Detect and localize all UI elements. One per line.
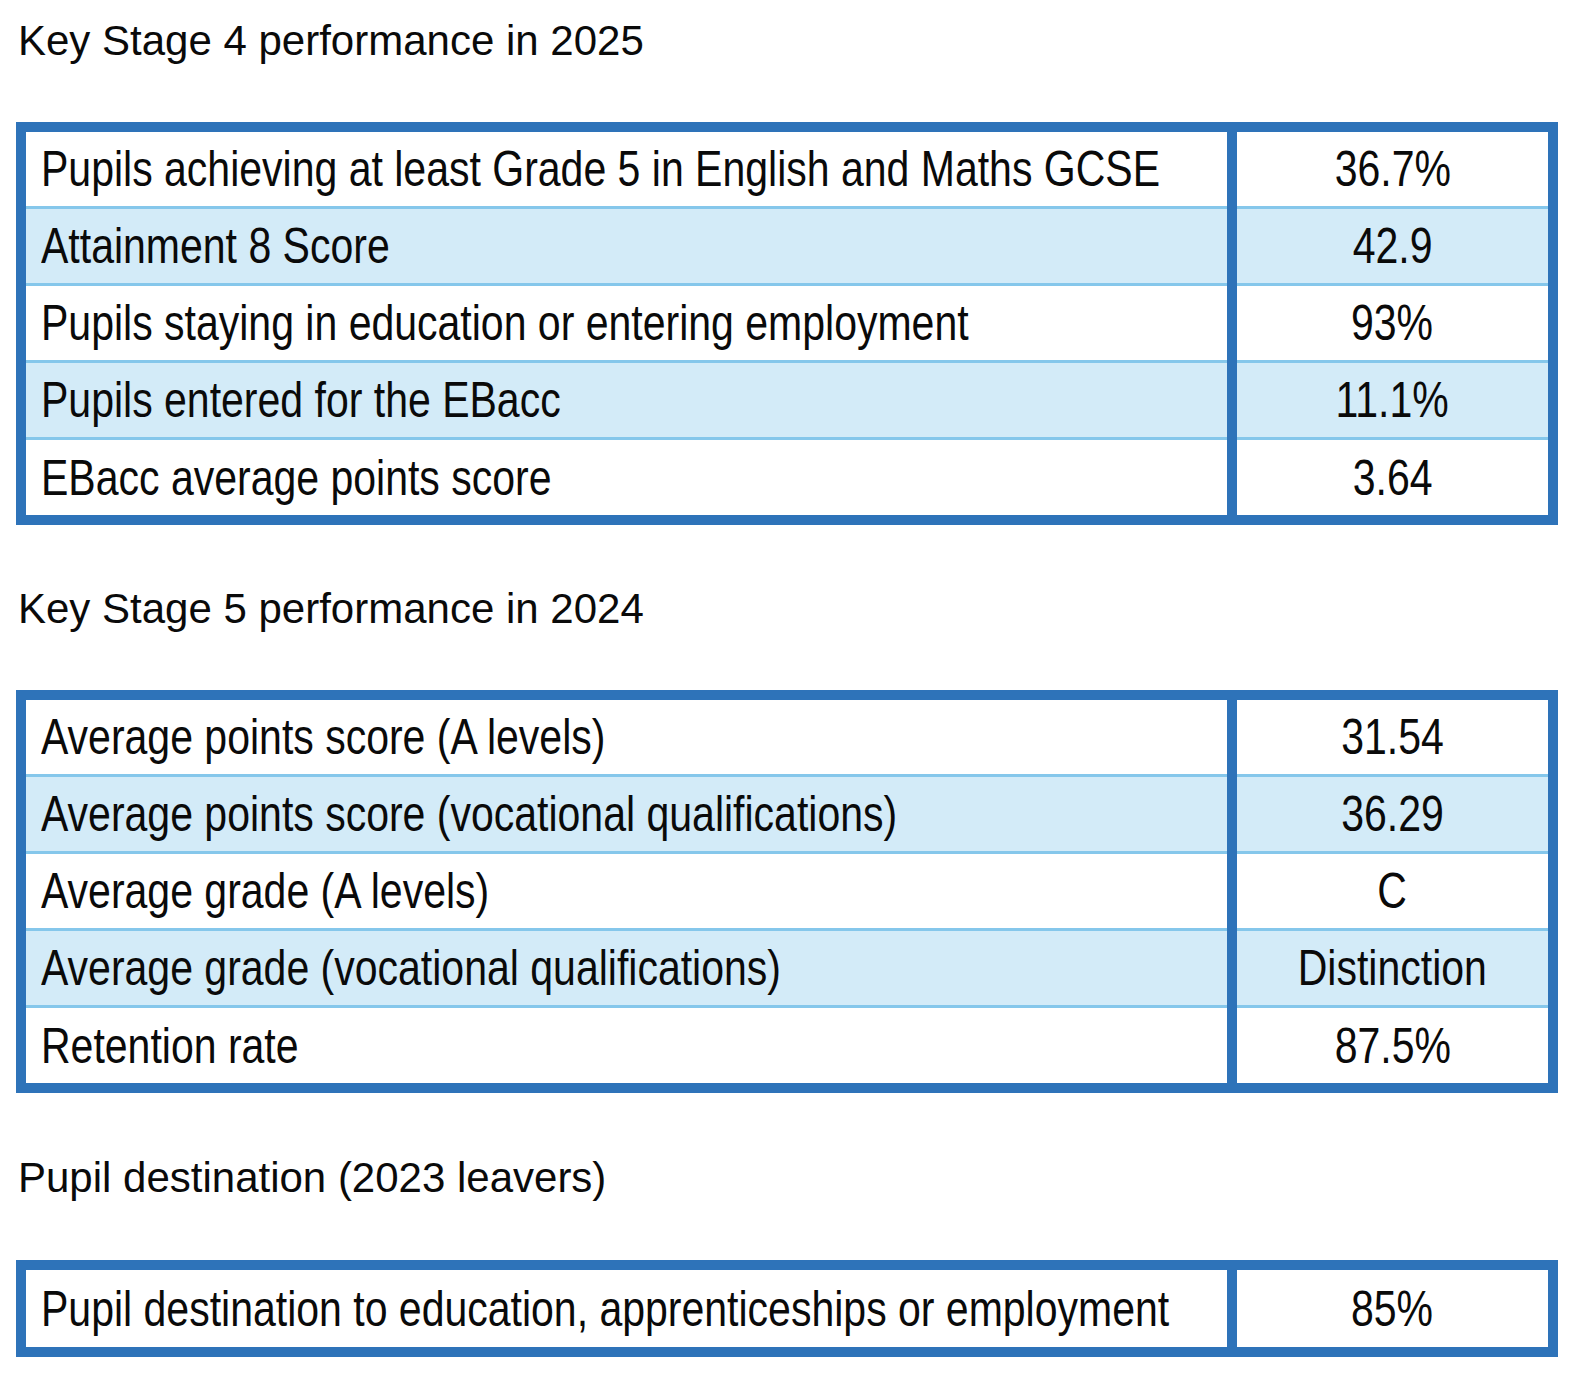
table-row-value: 3.64	[1237, 440, 1548, 515]
section-heading-ks5: Key Stage 5 performance in 2024	[18, 584, 1578, 634]
table-row-value: 11.1%	[1237, 363, 1548, 440]
row-value: Distinction	[1298, 939, 1487, 997]
section-heading-destination: Pupil destination (2023 leavers)	[18, 1153, 1578, 1203]
column-divider	[1227, 700, 1237, 1083]
row-label: Pupils staying in education or entering …	[41, 294, 969, 352]
row-label: Average points score (vocational qualifi…	[41, 785, 897, 843]
pupil-destination-table: Pupil destination to education, apprenti…	[16, 1260, 1558, 1357]
row-label: Average points score (A levels)	[41, 708, 605, 766]
table-row-label: Attainment 8 Score	[26, 209, 1227, 286]
row-value: 93%	[1351, 294, 1433, 352]
table-row-label: EBacc average points score	[26, 440, 1227, 515]
row-value: 87.5%	[1334, 1017, 1450, 1075]
row-value: 31.54	[1341, 708, 1444, 766]
section-heading-ks4: Key Stage 4 performance in 2025	[18, 16, 1578, 66]
row-value: 42.9	[1353, 217, 1433, 275]
label-column: Pupils achieving at least Grade 5 in Eng…	[26, 132, 1227, 515]
table-row-value: Distinction	[1237, 931, 1548, 1008]
table-row-value: 36.29	[1237, 777, 1548, 854]
ks5-performance-table: Average points score (A levels) Average …	[16, 690, 1558, 1093]
row-value: 3.64	[1353, 449, 1433, 507]
column-divider	[1227, 1270, 1237, 1347]
row-label: Average grade (A levels)	[41, 862, 489, 920]
label-column: Average points score (A levels) Average …	[26, 700, 1227, 1083]
row-label: EBacc average points score	[41, 449, 552, 507]
table-row-value: 93%	[1237, 286, 1548, 363]
value-column: 31.54 36.29 C Distinction 87.5%	[1237, 700, 1548, 1083]
table-row-value: 85%	[1237, 1270, 1548, 1347]
table-row-value: 31.54	[1237, 700, 1548, 777]
table-row-label: Pupils entered for the EBacc	[26, 363, 1227, 440]
value-column: 85%	[1237, 1270, 1548, 1347]
table-row-value: 42.9	[1237, 209, 1548, 286]
row-label: Retention rate	[41, 1017, 299, 1075]
row-value: 85%	[1351, 1280, 1433, 1338]
row-value: 36.7%	[1334, 140, 1450, 198]
row-label: Pupils achieving at least Grade 5 in Eng…	[41, 140, 1160, 198]
row-label: Attainment 8 Score	[41, 217, 390, 275]
table-row-value: 36.7%	[1237, 132, 1548, 209]
row-value: 36.29	[1341, 785, 1444, 843]
table-row-label: Average grade (vocational qualifications…	[26, 931, 1227, 1008]
table-row-label: Retention rate	[26, 1008, 1227, 1083]
ks4-performance-table: Pupils achieving at least Grade 5 in Eng…	[16, 122, 1558, 525]
label-column: Pupil destination to education, apprenti…	[26, 1270, 1227, 1347]
row-value: 11.1%	[1336, 371, 1449, 429]
row-value: C	[1378, 862, 1408, 920]
table-row-label: Pupil destination to education, apprenti…	[26, 1270, 1227, 1347]
table-row-label: Pupils achieving at least Grade 5 in Eng…	[26, 132, 1227, 209]
table-row-label: Average points score (A levels)	[26, 700, 1227, 777]
table-row-label: Pupils staying in education or entering …	[26, 286, 1227, 363]
table-row-label: Average grade (A levels)	[26, 854, 1227, 931]
value-column: 36.7% 42.9 93% 11.1% 3.64	[1237, 132, 1548, 515]
table-row-value: 87.5%	[1237, 1008, 1548, 1083]
row-label: Average grade (vocational qualifications…	[41, 939, 781, 997]
row-label: Pupils entered for the EBacc	[41, 371, 561, 429]
table-row-value: C	[1237, 854, 1548, 931]
column-divider	[1227, 132, 1237, 515]
table-row-label: Average points score (vocational qualifi…	[26, 777, 1227, 854]
row-label: Pupil destination to education, apprenti…	[41, 1280, 1169, 1338]
